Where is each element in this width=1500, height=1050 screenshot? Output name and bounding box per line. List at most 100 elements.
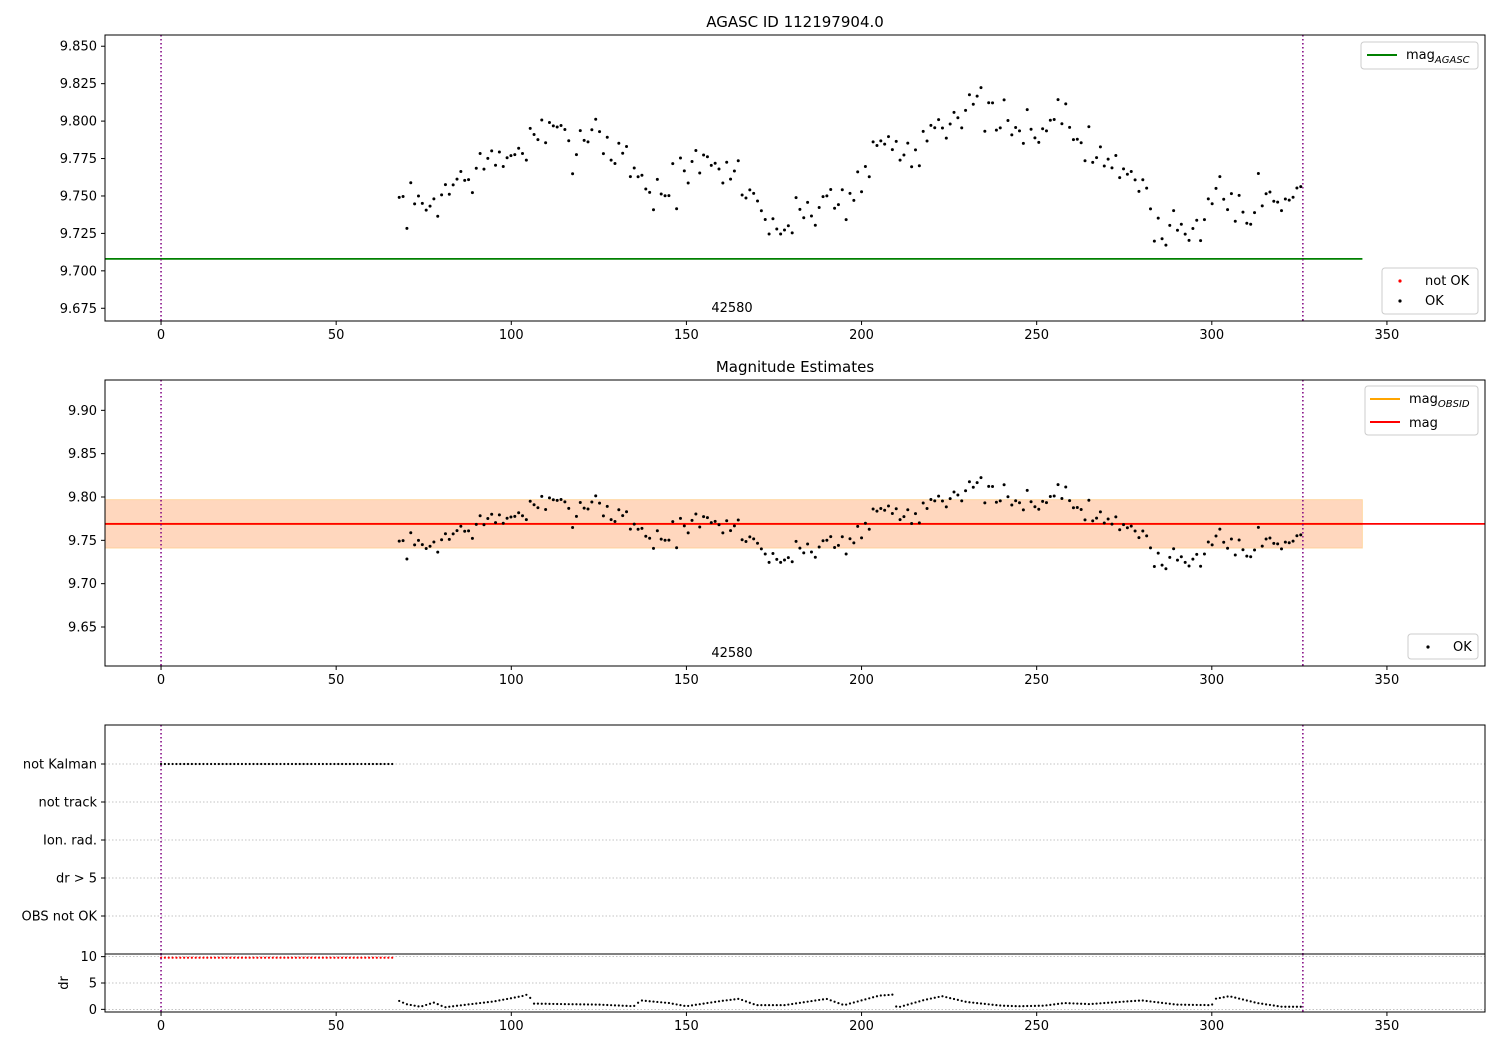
data-point xyxy=(991,101,995,105)
data-point xyxy=(1002,98,1006,102)
data-point xyxy=(1025,488,1029,492)
data-point xyxy=(1091,160,1095,164)
dr-point xyxy=(1295,1005,1299,1008)
data-point xyxy=(1268,536,1272,540)
dr-point xyxy=(898,1005,902,1008)
dr-point xyxy=(1056,1002,1060,1005)
dr-point-not-ok xyxy=(321,956,324,959)
data-point xyxy=(1056,98,1060,102)
flag-point xyxy=(275,762,278,766)
y-tick-label: 9.750 xyxy=(60,189,97,204)
data-point xyxy=(659,537,663,541)
data-point xyxy=(1037,507,1041,511)
dr-point xyxy=(529,996,532,999)
data-point xyxy=(517,511,521,515)
dr-point xyxy=(1257,1002,1260,1005)
data-point xyxy=(1233,219,1237,223)
dr-point xyxy=(760,1004,763,1007)
data-point xyxy=(397,195,401,199)
dr-point xyxy=(914,1001,917,1004)
dr-point xyxy=(663,1001,667,1004)
data-point xyxy=(509,515,513,519)
data-point xyxy=(871,507,875,511)
data-point xyxy=(867,527,871,531)
panel1-legend-bottom[interactable]: not OK OK xyxy=(1381,267,1479,315)
data-point xyxy=(748,535,752,539)
data-point xyxy=(844,552,848,556)
data-point xyxy=(1199,239,1203,243)
data-point xyxy=(1195,552,1199,556)
data-point xyxy=(921,129,925,133)
dr-point xyxy=(1126,1000,1129,1003)
panel3-axes xyxy=(104,724,1486,955)
data-point xyxy=(1187,564,1191,568)
data-point xyxy=(1122,167,1126,171)
dr-point-not-ok xyxy=(171,956,174,959)
data-point xyxy=(1183,560,1187,564)
data-point xyxy=(544,141,548,145)
panel2-legend-top[interactable]: magOBSID mag xyxy=(1364,385,1479,436)
panel2-legend-bottom[interactable]: OK xyxy=(1407,633,1479,660)
flag-point xyxy=(236,762,240,766)
data-point xyxy=(964,489,968,493)
data-point xyxy=(994,500,998,504)
dr-point xyxy=(1241,998,1245,1001)
x-tick-label: 350 xyxy=(1375,1019,1400,1034)
data-point xyxy=(463,529,467,533)
dr-point xyxy=(536,1002,540,1005)
data-point xyxy=(1106,157,1110,161)
dr-point xyxy=(902,1004,906,1007)
flag-point xyxy=(310,762,313,766)
dr-point xyxy=(1137,999,1141,1002)
panel3-flag-points xyxy=(159,762,394,766)
data-point xyxy=(960,126,964,130)
dr-point xyxy=(1114,1001,1117,1004)
data-point xyxy=(1114,515,1118,519)
data-point xyxy=(1283,197,1287,201)
dr-point xyxy=(586,1003,590,1006)
flag-point xyxy=(279,762,282,766)
dr-point xyxy=(968,1001,971,1004)
data-point xyxy=(1102,164,1106,168)
data-point xyxy=(940,126,944,130)
dr-point-not-ok xyxy=(225,956,228,959)
panel4-ylabel: dr xyxy=(57,976,72,990)
data-point xyxy=(971,102,975,106)
flag-point xyxy=(233,762,236,766)
data-point xyxy=(547,496,551,500)
dr-point xyxy=(733,998,736,1001)
dr-point xyxy=(837,1002,840,1005)
dr-point-not-ok xyxy=(341,956,344,959)
data-point xyxy=(536,506,540,510)
dr-point xyxy=(864,998,867,1001)
dr-point xyxy=(906,1003,909,1006)
y-tick-label: 9.725 xyxy=(60,227,97,242)
dr-point-not-ok xyxy=(163,956,166,959)
data-point xyxy=(910,521,914,525)
data-point xyxy=(497,150,501,154)
dr-point-not-ok xyxy=(290,956,294,959)
dr-point xyxy=(1072,1002,1075,1005)
data-point xyxy=(890,148,894,152)
data-point xyxy=(705,155,709,159)
dr-point xyxy=(818,998,821,1002)
data-point xyxy=(1068,125,1072,129)
data-point xyxy=(1010,503,1014,507)
panel1-legend-top[interactable]: magAGASC xyxy=(1360,41,1479,70)
data-point xyxy=(474,522,478,526)
dr-point-not-ok xyxy=(387,956,390,959)
data-point xyxy=(1021,508,1025,512)
flag-point xyxy=(256,762,259,766)
data-point xyxy=(1226,546,1230,550)
data-point xyxy=(1287,198,1291,202)
dr-point xyxy=(1284,1005,1287,1008)
dr-point xyxy=(1234,996,1237,999)
data-point xyxy=(979,476,983,480)
data-point xyxy=(967,480,971,484)
dr-point xyxy=(1103,1001,1106,1005)
dr-point xyxy=(1160,1001,1164,1004)
data-point xyxy=(482,523,486,527)
dr-point xyxy=(929,997,932,1000)
dr-point xyxy=(571,1003,574,1006)
dr-point xyxy=(756,1004,759,1007)
